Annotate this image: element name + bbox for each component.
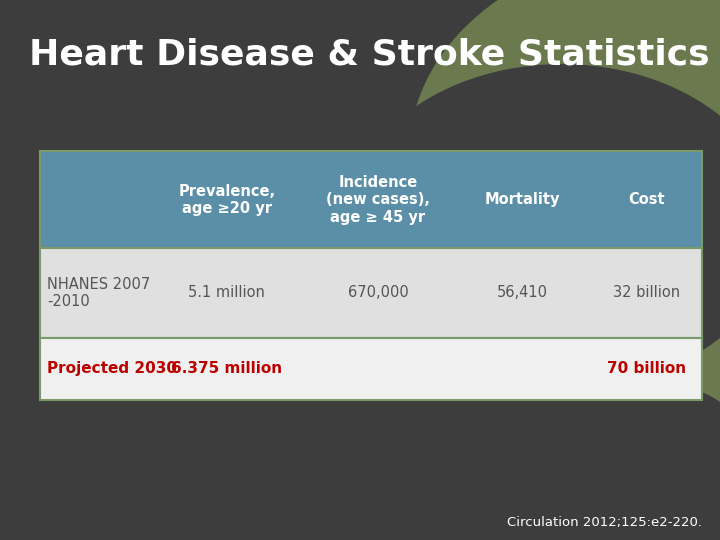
Text: 32 billion: 32 billion <box>613 286 680 300</box>
Text: 70 billion: 70 billion <box>607 361 685 376</box>
Bar <box>40 248 702 338</box>
Text: Circulation 2012;125:e2-220.: Circulation 2012;125:e2-220. <box>507 516 702 529</box>
Text: Projected 2030: Projected 2030 <box>47 361 177 376</box>
Text: Cost: Cost <box>628 192 665 207</box>
Bar <box>40 151 702 248</box>
Text: Mortality: Mortality <box>485 192 559 207</box>
Text: 5.1 million: 5.1 million <box>189 286 265 300</box>
Circle shape <box>504 378 720 540</box>
Text: 6.375 million: 6.375 million <box>171 361 282 376</box>
Bar <box>40 338 702 400</box>
Text: Incidence
(new cases),
age ≥ 45 yr: Incidence (new cases), age ≥ 45 yr <box>326 175 430 225</box>
Text: NHANES 2007
-2010: NHANES 2007 -2010 <box>47 276 150 309</box>
Text: 670,000: 670,000 <box>348 286 408 300</box>
Text: Heart Disease & Stroke Statistics 2013: Heart Disease & Stroke Statistics 2013 <box>29 38 720 72</box>
Text: 56,410: 56,410 <box>497 286 547 300</box>
Text: Prevalence,
age ≥20 yr: Prevalence, age ≥20 yr <box>179 184 275 216</box>
Circle shape <box>410 0 720 356</box>
Circle shape <box>576 324 720 540</box>
Circle shape <box>346 65 720 389</box>
